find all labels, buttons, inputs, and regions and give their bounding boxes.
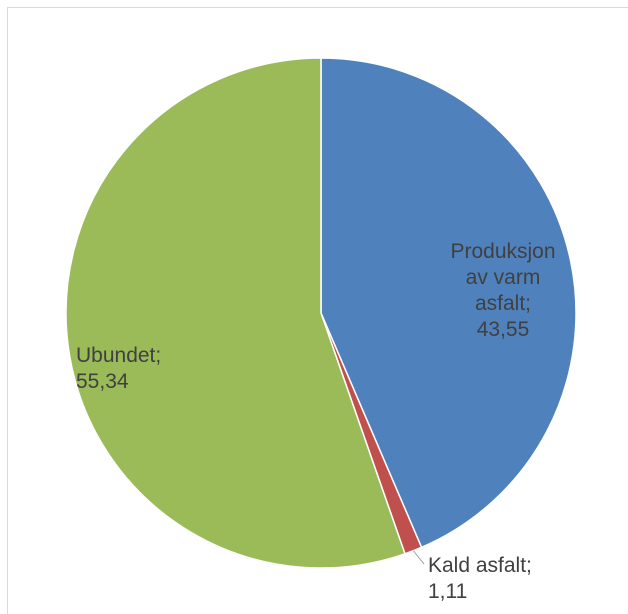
data-label-ubundet: Ubundet; 55,34 — [76, 344, 161, 393]
data-label-line: 1,11 — [428, 580, 467, 603]
pie-slices — [65, 57, 577, 569]
data-label-line: 43,55 — [477, 318, 530, 341]
data-label-line: asfalt; — [475, 292, 531, 315]
data-label-line: Produksjon — [450, 240, 555, 263]
data-label-line: Kald asfalt; — [428, 554, 532, 577]
pie-slice-produksjon-av-varm-asfalt — [320, 57, 577, 549]
data-label-produksjon-av-varm-asfalt: Produksjon av varm asfalt; 43,55 — [450, 240, 555, 341]
leader-line-kald-asfalt — [412, 550, 425, 565]
data-label-line: 55,34 — [76, 370, 129, 393]
data-label-line: Ubundet; — [76, 344, 161, 367]
chart-frame — [7, 7, 628, 614]
pie-slice-ubundet — [65, 57, 406, 569]
data-label-kald-asfalt: Kald asfalt; 1,11 — [428, 554, 532, 603]
data-label-line: av varm — [466, 266, 541, 289]
